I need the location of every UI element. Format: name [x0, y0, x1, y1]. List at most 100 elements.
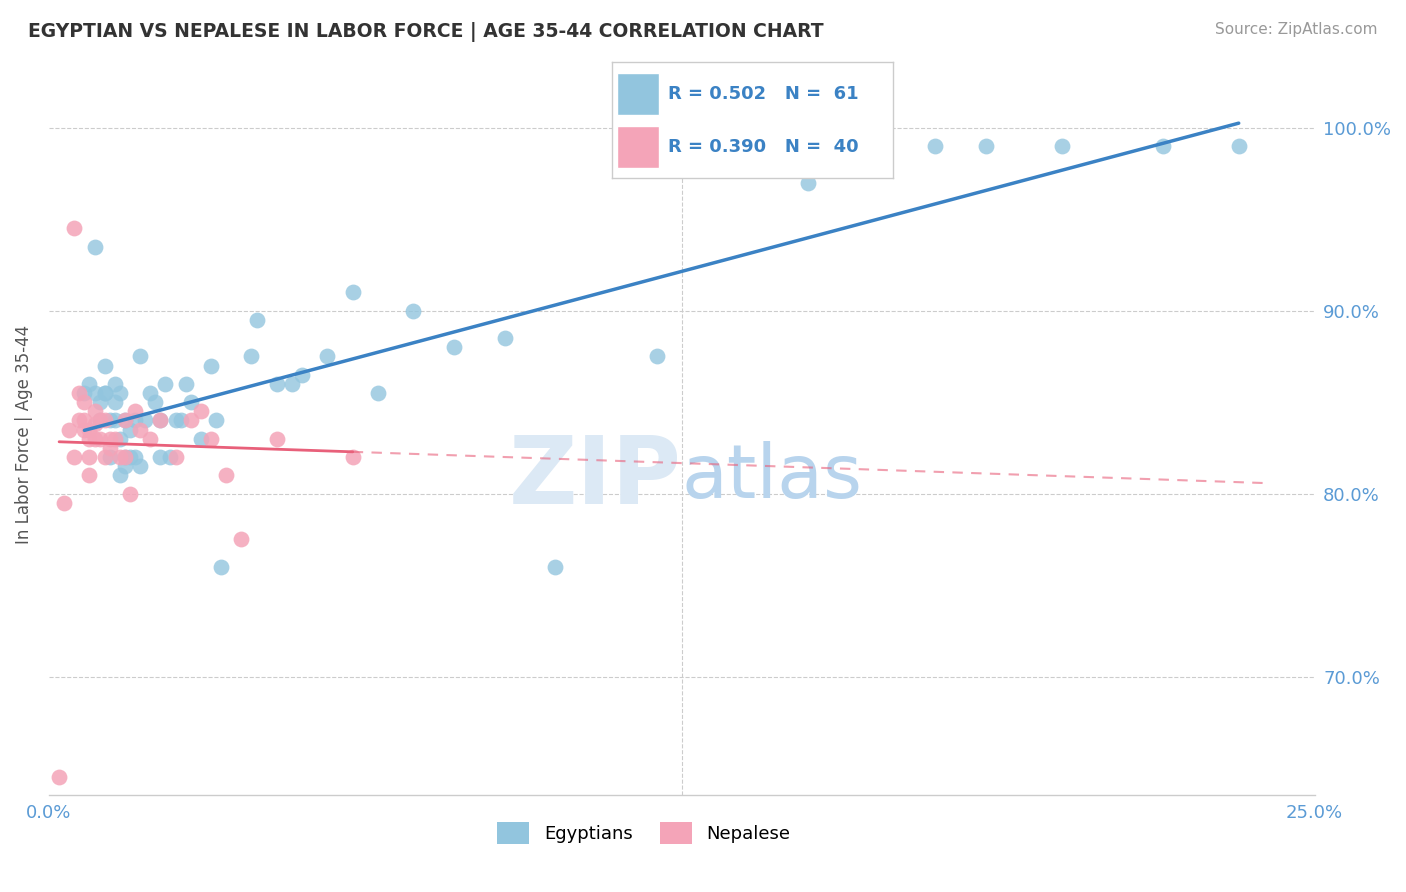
Point [169, 413, 191, 427]
Text: Source: ZipAtlas.com: Source: ZipAtlas.com [1215, 22, 1378, 37]
Point [93, 413, 115, 427]
Point [544, 559, 567, 574]
Point [129, 350, 152, 364]
Point [79, 423, 101, 437]
Point [118, 450, 141, 464]
Point [281, 376, 304, 391]
Point [1152, 139, 1174, 153]
Point [124, 413, 146, 427]
Point [108, 468, 131, 483]
Point [67, 386, 90, 401]
Point [93, 386, 115, 401]
Point [83, 404, 105, 418]
Point [124, 450, 146, 464]
Point [114, 413, 136, 427]
Point [1227, 139, 1250, 153]
Point [924, 139, 946, 153]
Point [63, 450, 86, 464]
Text: atlas: atlas [682, 441, 863, 514]
Point [98, 432, 121, 446]
Point [367, 386, 389, 401]
Point [149, 413, 172, 427]
Point [104, 413, 127, 427]
Point [118, 486, 141, 500]
Point [83, 240, 105, 254]
Text: R = 0.390   N =  40: R = 0.390 N = 40 [668, 138, 859, 156]
Y-axis label: In Labor Force | Age 35-44: In Labor Force | Age 35-44 [15, 325, 32, 544]
Point [63, 221, 86, 235]
Point [149, 450, 172, 464]
Point [155, 376, 177, 391]
Point [139, 432, 162, 446]
Point [48, 770, 70, 784]
Point [108, 432, 131, 446]
Point [79, 376, 101, 391]
Point [98, 441, 121, 455]
Point [174, 376, 197, 391]
FancyBboxPatch shape [617, 126, 659, 168]
Point [83, 432, 105, 446]
FancyBboxPatch shape [617, 73, 659, 114]
Point [73, 423, 96, 437]
Point [200, 432, 222, 446]
Point [180, 395, 202, 409]
Point [104, 395, 127, 409]
Point [104, 432, 127, 446]
Point [316, 350, 339, 364]
Point [83, 386, 105, 401]
Point [165, 413, 187, 427]
Point [139, 386, 162, 401]
Point [67, 413, 90, 427]
Point [342, 285, 364, 300]
Point [93, 386, 115, 401]
Point [73, 386, 96, 401]
Point [443, 340, 465, 354]
Point [118, 423, 141, 437]
Point [180, 413, 202, 427]
Point [266, 376, 288, 391]
Point [114, 450, 136, 464]
Point [89, 413, 111, 427]
Point [104, 376, 127, 391]
Point [190, 432, 212, 446]
Point [73, 395, 96, 409]
Point [231, 533, 253, 547]
Point [245, 313, 267, 327]
Point [98, 413, 121, 427]
Point [89, 413, 111, 427]
Point [402, 303, 425, 318]
Point [124, 404, 146, 418]
Point [165, 450, 187, 464]
Point [79, 432, 101, 446]
Text: ZIP: ZIP [509, 432, 682, 524]
Point [143, 395, 166, 409]
Point [159, 450, 181, 464]
Point [215, 468, 238, 483]
Point [114, 450, 136, 464]
Point [108, 450, 131, 464]
Text: EGYPTIAN VS NEPALESE IN LABOR FORCE | AGE 35-44 CORRELATION CHART: EGYPTIAN VS NEPALESE IN LABOR FORCE | AG… [28, 22, 824, 42]
Point [209, 559, 232, 574]
Point [79, 468, 101, 483]
Point [291, 368, 314, 382]
Point [83, 417, 105, 431]
Text: R = 0.502   N =  61: R = 0.502 N = 61 [668, 85, 859, 103]
Point [114, 413, 136, 427]
Point [89, 432, 111, 446]
Point [129, 459, 152, 474]
Point [134, 413, 156, 427]
Point [58, 423, 80, 437]
Point [89, 395, 111, 409]
Point [205, 413, 228, 427]
Point [53, 496, 76, 510]
Point [93, 450, 115, 464]
Point [190, 404, 212, 418]
Point [98, 450, 121, 464]
Point [149, 413, 172, 427]
Point [797, 176, 820, 190]
Point [108, 386, 131, 401]
Point [240, 350, 263, 364]
Point [93, 359, 115, 373]
Legend: Egyptians, Nepalese: Egyptians, Nepalese [496, 822, 790, 844]
Point [342, 450, 364, 464]
